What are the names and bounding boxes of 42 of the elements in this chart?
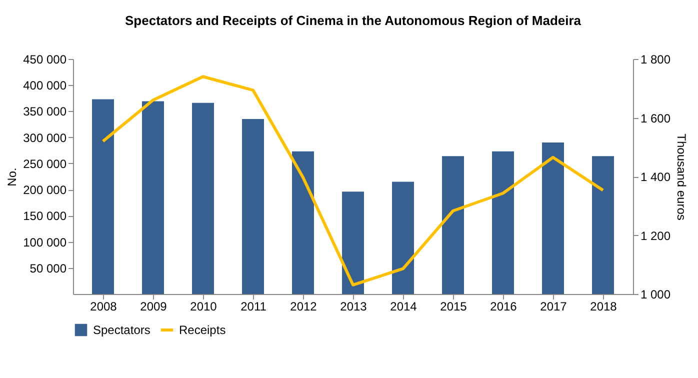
x-tick-label: 2009 — [140, 300, 168, 314]
x-tick-label: 2013 — [340, 300, 368, 314]
y-tick-label: 350 000 — [23, 104, 67, 119]
x-tick-label: 2010 — [190, 300, 218, 314]
bar — [442, 156, 464, 294]
x-tick-label: 2018 — [590, 300, 618, 314]
legend-label: Spectators — [93, 323, 150, 337]
y-axis-title: No. — [5, 168, 20, 186]
x-tick-label: 2012 — [290, 300, 318, 314]
bar — [592, 156, 614, 294]
x-tick-label: 2008 — [90, 300, 118, 314]
y-tick-label: 200 000 — [23, 183, 67, 198]
y-tick-label: 400 000 — [23, 78, 67, 93]
x-tick-label: 2016 — [490, 300, 518, 314]
x-tick-label: 2011 — [240, 300, 267, 314]
bar — [342, 192, 364, 294]
bar — [542, 142, 564, 294]
y-tick-label: 450 000 — [23, 52, 67, 66]
x-tick-label: 2017 — [540, 300, 568, 314]
bar — [292, 151, 314, 294]
bar — [142, 101, 164, 294]
line-series — [102, 75, 604, 286]
chart-title: Spectators and Receipts of Cinema in the Autonomous Region of Madeira — [124, 13, 582, 28]
bar — [492, 151, 514, 294]
y2-tick-label: 1 400 — [640, 170, 671, 184]
y2-tick-label: 1 600 — [640, 111, 671, 126]
y-tick-label: 100 000 — [23, 235, 67, 250]
y-tick-label: 250 000 — [23, 156, 67, 171]
bar — [192, 102, 214, 294]
y2-axis-title: Thousand euros — [674, 134, 689, 220]
y-tick-label: 300 000 — [23, 130, 67, 145]
y2-tick-label: 1 800 — [640, 52, 671, 66]
x-tick-label: 2015 — [440, 300, 468, 314]
y2-tick-label: 1 200 — [640, 228, 671, 243]
bar — [392, 182, 414, 294]
bar — [242, 119, 264, 294]
legend-label: Receipts — [179, 323, 226, 337]
x-tick-label: 2014 — [390, 300, 418, 314]
y-tick-label: 150 000 — [23, 209, 67, 224]
y-tick-label: 50 000 — [30, 261, 67, 276]
y2-tick-label: 1 000 — [640, 288, 671, 302]
bar — [92, 99, 114, 294]
